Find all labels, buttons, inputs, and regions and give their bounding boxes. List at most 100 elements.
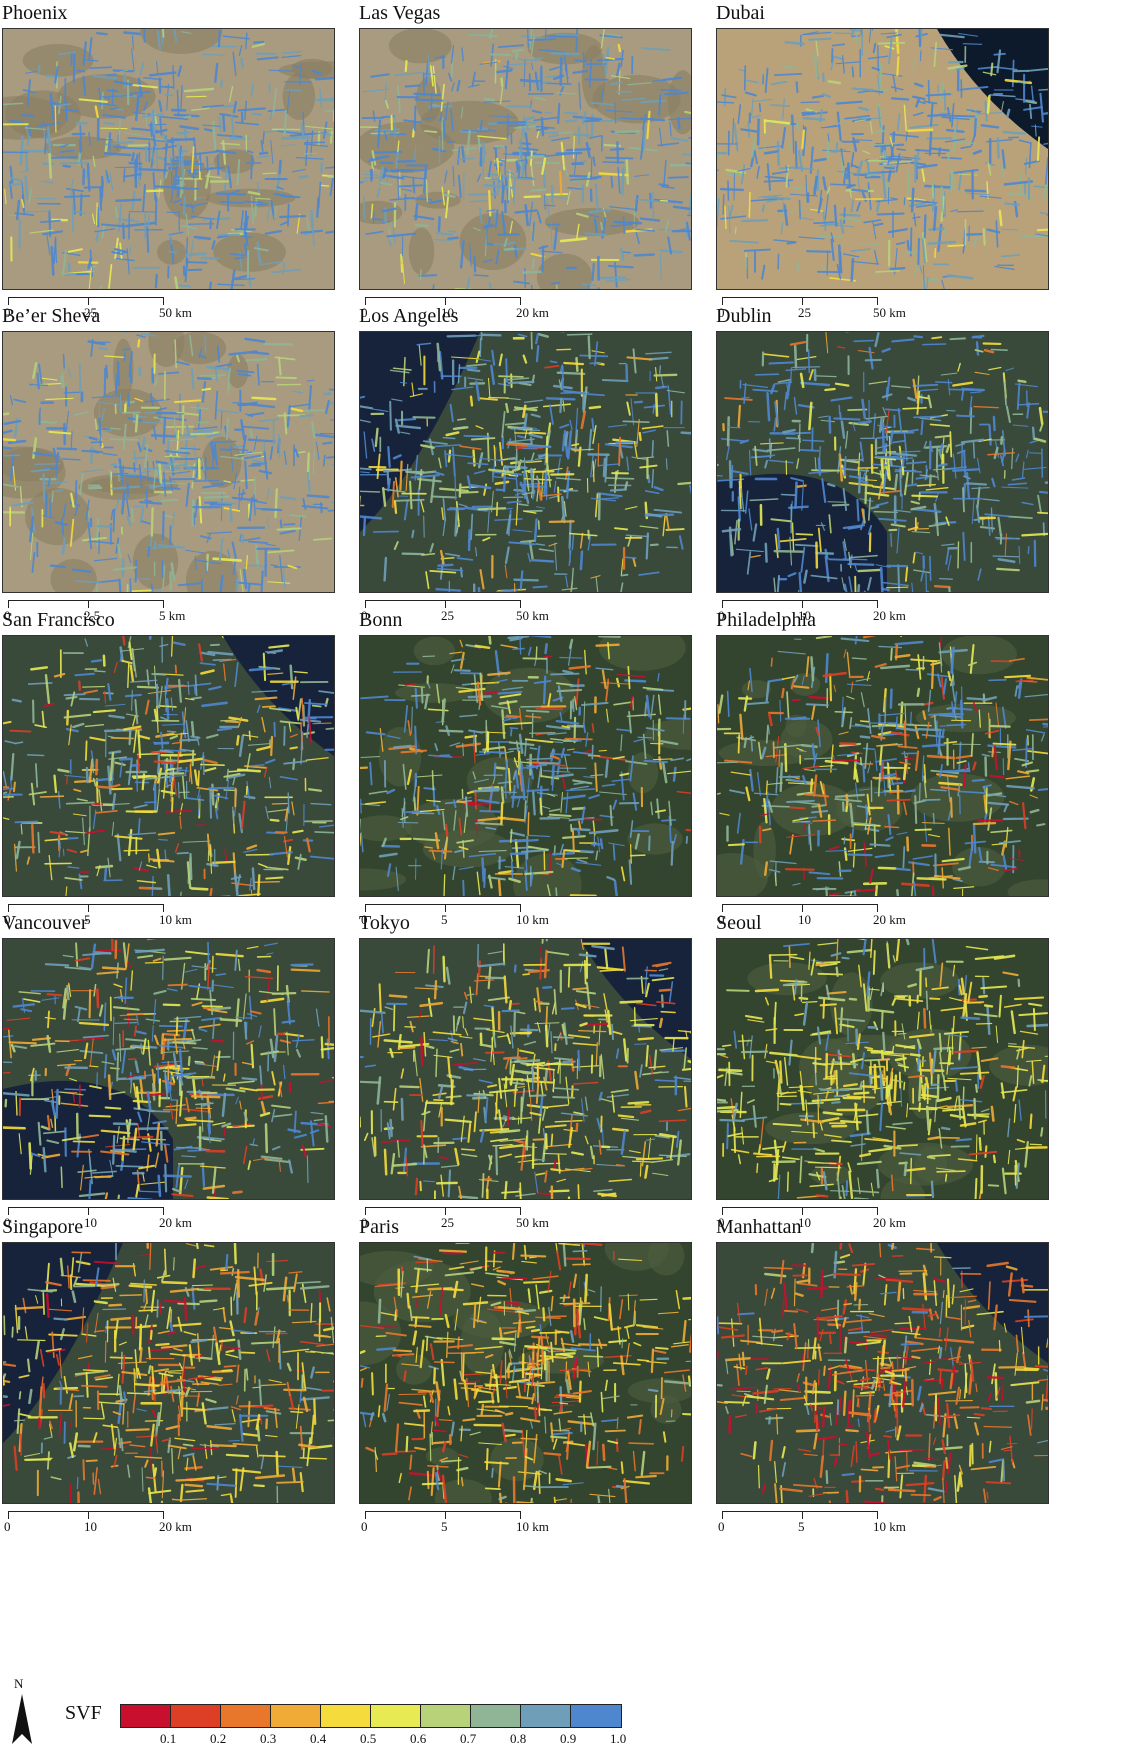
- scale-bar-tick: [88, 904, 89, 912]
- scale-bar-tick: [877, 1511, 878, 1519]
- map-panel-title: Dubai: [716, 2, 765, 24]
- scale-bar-tick: [365, 1511, 366, 1519]
- map-image: [3, 636, 334, 896]
- map-panel-title: San Francisco: [2, 609, 115, 631]
- scale-bar-tick: [877, 600, 878, 608]
- legend-label: 1.0: [610, 1731, 626, 1747]
- scale-bar-tick: [8, 297, 9, 305]
- map-panel-title: Bonn: [359, 609, 402, 631]
- svf-map: [2, 28, 335, 290]
- svf-map: [716, 938, 1049, 1200]
- scale-bar-tick: [163, 1207, 164, 1215]
- map-image: [717, 1243, 1048, 1503]
- legend-swatch: [121, 1705, 171, 1727]
- map-image: [360, 1243, 691, 1503]
- map-panel-title: Be’er Sheva: [2, 305, 100, 327]
- scale-bar-label: 5: [798, 1520, 805, 1534]
- legend-swatch: [321, 1705, 371, 1727]
- scale-bar-tick: [445, 904, 446, 912]
- scale-bar-tick: [365, 600, 366, 608]
- map-image: [717, 29, 1048, 289]
- scale-bar-tick: [365, 904, 366, 912]
- map-image: [717, 332, 1048, 592]
- legend-swatch: [421, 1705, 471, 1727]
- legend-label: 0.5: [360, 1731, 376, 1747]
- legend-label: 0.7: [460, 1731, 476, 1747]
- map-panel-title: Paris: [359, 1216, 399, 1238]
- scale-bar-tick: [722, 600, 723, 608]
- legend-label: 0.6: [410, 1731, 426, 1747]
- scale-bar-tick: [445, 297, 446, 305]
- scale-bar-tick: [445, 1207, 446, 1215]
- map-image: [3, 29, 334, 289]
- scale-bar-tick: [877, 1207, 878, 1215]
- svf-map: [716, 1242, 1049, 1504]
- scale-bar-tick: [520, 600, 521, 608]
- svf-map: [2, 1242, 335, 1504]
- scale-bar-tick: [802, 600, 803, 608]
- map-panel-title: Las Vegas: [359, 2, 440, 24]
- map-image: [360, 636, 691, 896]
- svf-map: [2, 331, 335, 593]
- svf-map: [359, 28, 692, 290]
- svf-map: [716, 28, 1049, 290]
- legend-swatch: [221, 1705, 271, 1727]
- scale-bar-tick: [802, 1511, 803, 1519]
- north-label: N: [14, 1676, 23, 1692]
- map-image: [360, 332, 691, 592]
- svf-color-ramp: [120, 1704, 622, 1728]
- map-panel-title: Vancouver: [2, 912, 88, 934]
- scale-bar-tick: [722, 1511, 723, 1519]
- scale-bar-tick: [520, 904, 521, 912]
- scale-bar-tick: [802, 1207, 803, 1215]
- map-image: [717, 636, 1048, 896]
- legend-swatch: [271, 1705, 321, 1727]
- scale-bar-tick: [802, 904, 803, 912]
- legend-swatch: [171, 1705, 221, 1727]
- map-panel-title: Phoenix: [2, 2, 68, 24]
- scale-bar-tick: [877, 904, 878, 912]
- legend-label: 0.2: [210, 1731, 226, 1747]
- legend-swatch: [521, 1705, 571, 1727]
- scale-bar-tick: [163, 297, 164, 305]
- scale-bar-tick: [163, 1511, 164, 1519]
- scale-bar-tick: [88, 297, 89, 305]
- scale-bar-label: 20 km: [159, 1520, 192, 1534]
- map-image: [360, 939, 691, 1199]
- map-panel-title: Singapore: [2, 1216, 83, 1238]
- scale-bar-tick: [88, 600, 89, 608]
- scale-bar-tick: [88, 1511, 89, 1519]
- scale-bar-tick: [445, 600, 446, 608]
- map-panel-title: Dublin: [716, 305, 772, 327]
- map-image: [3, 939, 334, 1199]
- svf-map: [2, 938, 335, 1200]
- scale-bar-tick: [722, 297, 723, 305]
- scale-bar-tick: [802, 297, 803, 305]
- scale-bar-tick: [163, 600, 164, 608]
- map-image: [717, 939, 1048, 1199]
- north-arrow-icon: [10, 1692, 40, 1752]
- legend-label: 0.3: [260, 1731, 276, 1747]
- legend-label: 0.4: [310, 1731, 326, 1747]
- scale-bar-tick: [8, 1511, 9, 1519]
- scale-bar-tick: [365, 1207, 366, 1215]
- scale-bar-tick: [8, 600, 9, 608]
- map-panel-title: Seoul: [716, 912, 762, 934]
- legend-label: 0.8: [510, 1731, 526, 1747]
